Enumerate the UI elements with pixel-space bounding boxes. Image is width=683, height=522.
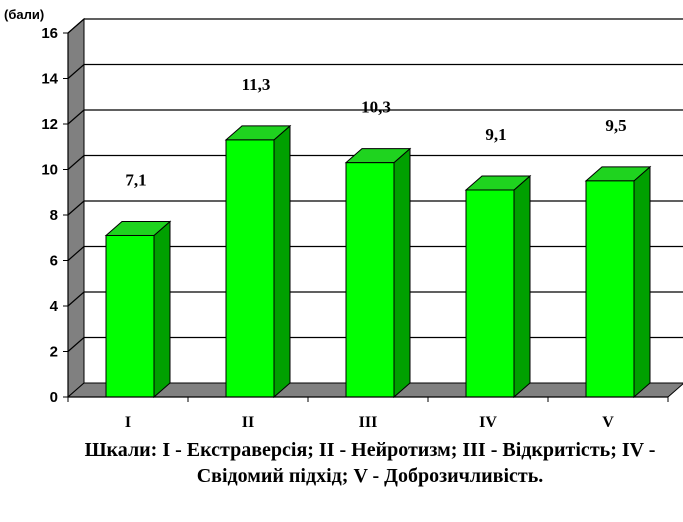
bar — [104, 220, 172, 399]
bar-side — [513, 174, 531, 399]
bars: 7,1 11,3 10,3 9,1 9,5 — [104, 75, 652, 399]
gridline — [67, 154, 683, 170]
data-label: 9,5 — [605, 116, 626, 135]
bar — [344, 147, 412, 399]
bar-side — [273, 124, 291, 399]
bar — [464, 174, 532, 399]
bar-front — [345, 162, 395, 398]
data-label: 10,3 — [361, 98, 391, 117]
bar — [224, 124, 292, 399]
y-tick-label: 4 — [50, 298, 59, 315]
x-tick-label: III — [359, 414, 378, 431]
x-tick-label: II — [242, 414, 254, 431]
bar-front — [105, 234, 155, 398]
y-axis-label: (бали) — [4, 7, 44, 22]
y-tick-label: 8 — [50, 207, 58, 224]
y-tick-label: 6 — [50, 253, 58, 270]
bar-side — [153, 220, 171, 399]
gridline — [67, 109, 683, 125]
data-label: 9,1 — [485, 125, 506, 144]
bar-side — [393, 147, 411, 399]
bar-front — [225, 139, 275, 398]
y-tick-label: 0 — [50, 389, 58, 406]
gridline — [67, 63, 683, 79]
data-label: 11,3 — [242, 75, 271, 94]
y-tick-label: 16 — [41, 25, 58, 42]
x-tick-label: V — [602, 414, 614, 431]
y-tick-label: 10 — [41, 162, 58, 179]
bar-front — [465, 189, 515, 398]
y-tick-label: 12 — [41, 116, 58, 133]
x-tick-label: I — [125, 414, 131, 431]
gridline — [67, 18, 683, 34]
x-axis-caption: Шкали: І - Екстраверсія; ІІ - Нейротизм;… — [84, 439, 656, 487]
bar-front — [585, 180, 635, 398]
y-axis: 0 2 4 6 8 10 12 14 16 — [41, 25, 69, 406]
x-axis: I II III IV V — [67, 396, 669, 431]
data-label: 7,1 — [125, 170, 146, 189]
bar-side — [633, 165, 651, 399]
x-tick-label: IV — [479, 414, 497, 431]
y-tick-label: 2 — [50, 344, 58, 361]
bar — [584, 165, 652, 399]
y-tick-label: 14 — [41, 71, 58, 88]
